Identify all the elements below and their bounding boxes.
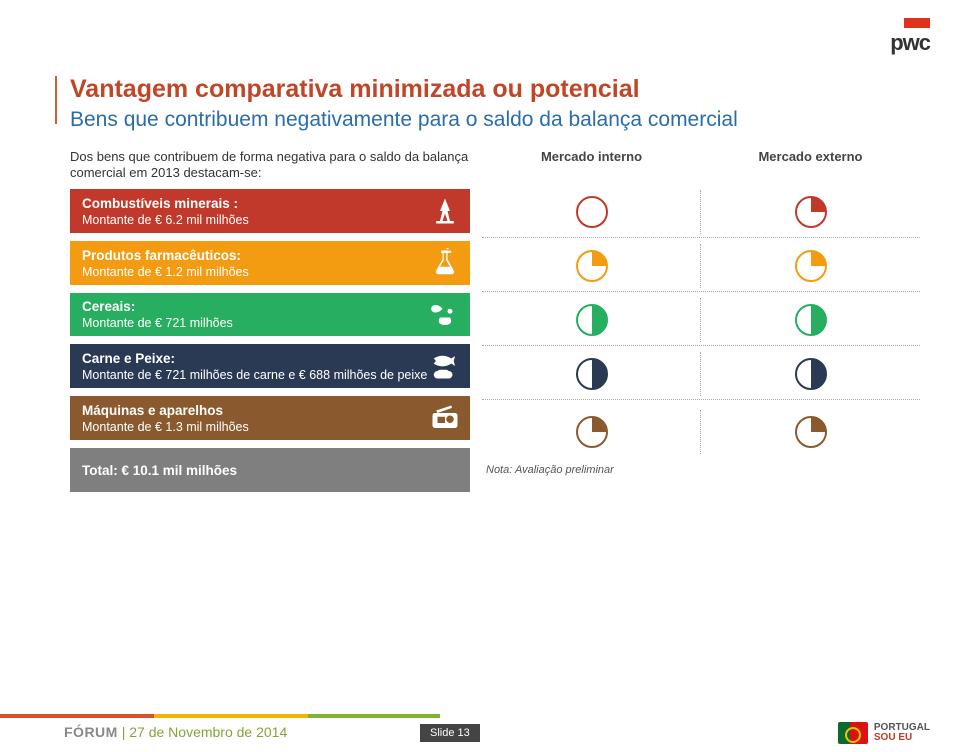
content-area: Dos bens que contribuem de forma negativ…	[70, 149, 920, 501]
footer-forum: FÓRUM	[64, 724, 118, 740]
pie-chart-icon	[576, 416, 608, 448]
footer-stripe	[0, 714, 440, 718]
grain-icon	[430, 300, 460, 330]
cell-interno	[482, 250, 701, 282]
portugal-text: PORTUGAL SOU EU	[874, 723, 930, 743]
slide-subtitle: Bens que contribuem negativamente para o…	[70, 108, 920, 131]
pie-chart-icon	[795, 358, 827, 390]
card-maquinas: Máquinas e aparelhos Montante de € 1.3 m…	[70, 396, 470, 440]
pie-row	[482, 244, 920, 288]
footer-date: 27 de Novembro de 2014	[129, 724, 287, 740]
card-sub: Montante de € 6.2 mil milhões	[82, 213, 460, 227]
slide: pwc Vantagem comparativa minimizada ou p…	[0, 0, 960, 752]
cell-interno	[482, 196, 701, 228]
card-heading: Cereais:	[82, 299, 460, 314]
oil-rig-icon	[430, 196, 460, 226]
pie-row	[482, 190, 920, 234]
pie-chart-icon	[576, 250, 608, 282]
card-heading: Produtos farmacêuticos:	[82, 248, 460, 263]
logo-text: pwc	[890, 30, 930, 55]
cell-interno	[482, 304, 701, 336]
slide-footer: FÓRUM | 27 de Novembro de 2014 Slide 13 …	[0, 706, 960, 752]
footnote: Nota: Avaliação preliminar	[482, 464, 920, 476]
left-column: Dos bens que contribuem de forma negativ…	[70, 149, 470, 501]
flask-icon	[430, 248, 460, 278]
pie-chart-icon	[795, 304, 827, 336]
market-headers: Mercado interno Mercado externo	[482, 149, 920, 164]
cell-externo	[701, 250, 920, 282]
card-farmaceuticos: Produtos farmacêuticos: Montante de € 1.…	[70, 241, 470, 285]
pie-chart-icon	[795, 416, 827, 448]
cell-interno	[482, 416, 701, 448]
card-sub: Montante de € 1.3 mil milhões	[82, 420, 460, 434]
pie-chart-icon	[795, 250, 827, 282]
header-externo: Mercado externo	[701, 149, 920, 164]
pie-chart-icon	[576, 358, 608, 390]
cell-externo	[701, 196, 920, 228]
pie-chart-icon	[576, 196, 608, 228]
footer-sep: |	[118, 724, 129, 740]
pwc-logo: pwc	[890, 18, 930, 56]
flag-icon	[838, 722, 868, 744]
pie-row	[482, 352, 920, 396]
pie-chart-icon	[795, 196, 827, 228]
pie-row	[482, 298, 920, 342]
fish-pig-icon	[430, 351, 460, 381]
right-column: Mercado interno Mercado externo Nota: Av…	[482, 149, 920, 476]
intro-text: Dos bens que contribuem de forma negativ…	[70, 149, 470, 182]
card-sub: Montante de € 721 milhões	[82, 316, 460, 330]
side-rule	[55, 76, 57, 124]
card-heading: Máquinas e aparelhos	[82, 403, 460, 418]
slide-title: Vantagem comparativa minimizada ou poten…	[70, 76, 920, 104]
card-total: Total: € 10.1 mil milhões	[70, 448, 470, 492]
radio-icon	[430, 403, 460, 433]
footer-text: FÓRUM | 27 de Novembro de 2014	[64, 724, 287, 740]
card-cereais: Cereais: Montante de € 721 milhões	[70, 293, 470, 336]
card-carne: Carne e Peixe: Montante de € 721 milhões…	[70, 344, 470, 388]
cell-interno	[482, 358, 701, 390]
portugal-logo: PORTUGAL SOU EU	[838, 722, 930, 744]
card-combustiveis: Combustíveis minerais : Montante de € 6.…	[70, 189, 470, 233]
pie-row	[482, 410, 920, 454]
card-heading: Combustíveis minerais :	[82, 196, 460, 211]
card-sub: Montante de € 1.2 mil milhões	[82, 265, 460, 279]
slide-number: Slide 13	[420, 724, 480, 742]
card-sub: Montante de € 721 milhões de carne e € 6…	[82, 368, 460, 382]
pie-grid	[482, 190, 920, 454]
card-heading: Carne e Peixe:	[82, 351, 460, 366]
cell-externo	[701, 358, 920, 390]
cell-externo	[701, 416, 920, 448]
pie-chart-icon	[576, 304, 608, 336]
cell-externo	[701, 304, 920, 336]
header-interno: Mercado interno	[482, 149, 701, 164]
card-heading: Total: € 10.1 mil milhões	[82, 463, 460, 478]
